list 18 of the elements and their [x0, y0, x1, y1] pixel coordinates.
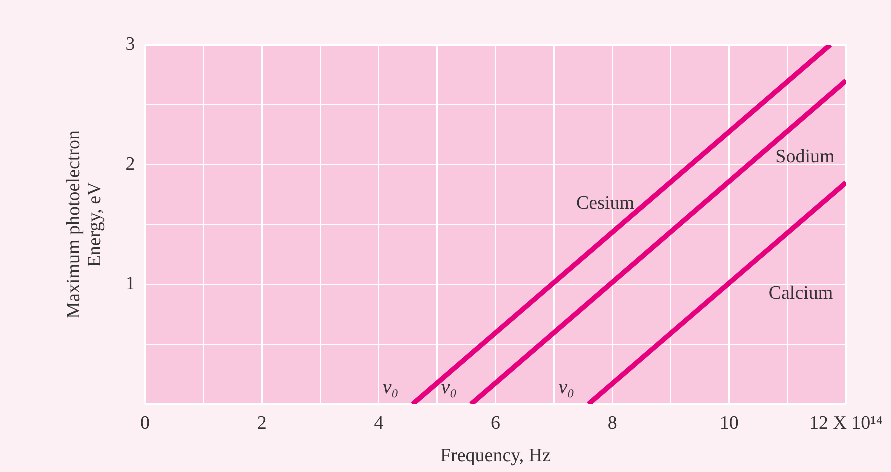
x-tick-label: 6	[491, 412, 501, 434]
x-axis-title: Frequency, Hz	[440, 446, 552, 467]
x-tick-label: 12 X 10¹⁴	[809, 412, 884, 434]
annotation: v₀	[558, 376, 575, 399]
x-tick-label: 0	[140, 412, 150, 434]
y-axis-title: Maximum photoelectron Energy, eV	[63, 130, 106, 319]
series-label: Sodium	[776, 146, 836, 168]
x-tick-label: 2	[257, 412, 267, 434]
x-tick-label: 4	[374, 412, 384, 434]
series-label: Calcium	[768, 283, 834, 304]
annotation: v₀	[382, 376, 399, 399]
y-tick-label: 1	[126, 274, 136, 295]
series-label: Cesium	[576, 192, 635, 214]
x-tick-label: 8	[608, 412, 618, 434]
y-tick-label: 3	[126, 34, 136, 55]
y-tick-label: 2	[126, 154, 136, 175]
x-tick-label: 10	[720, 412, 739, 434]
annotation: v₀	[441, 376, 458, 399]
